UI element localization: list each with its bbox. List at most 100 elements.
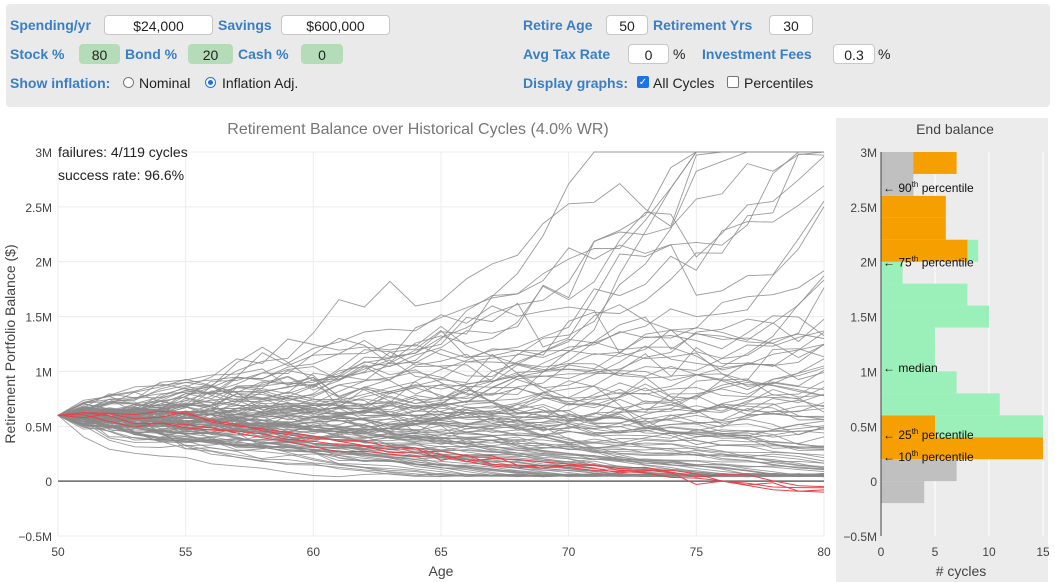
x-tick-label: 75 <box>690 545 704 559</box>
hist-x-tick-label: 15 <box>1036 545 1050 559</box>
retire-age-label: Retire Age <box>523 17 593 33</box>
y-tick-label: 2.5M <box>25 201 52 215</box>
cycle-line <box>57 315 825 416</box>
cycle-line <box>57 206 825 423</box>
cycle-line <box>57 398 825 446</box>
histogram-bar <box>881 349 935 372</box>
spending-input[interactable]: $24,000 <box>104 15 213 35</box>
fees-label: Investment Fees <box>702 46 812 62</box>
cycle-line <box>57 343 825 439</box>
end-balance-histogram: End balance 0 5 10 153M2.5M2M1.5M1M0.5M0−0.… <box>843 121 1050 579</box>
cycle-line <box>57 200 825 416</box>
histogram-bar <box>881 415 935 438</box>
percentiles-checkbox[interactable] <box>727 76 739 88</box>
stock-label: Stock % <box>10 46 65 62</box>
hist-x-tick-label: 5 <box>932 545 939 559</box>
all-cycles-label: All Cycles <box>653 75 715 91</box>
cycle-line <box>57 151 824 416</box>
y-tick-label: −0.5M <box>18 530 52 544</box>
cycle-line <box>57 407 825 448</box>
fees-input[interactable]: 0.3 <box>833 44 875 64</box>
cash-input[interactable]: 0 <box>301 44 343 64</box>
tax-input[interactable]: 0 <box>628 44 669 64</box>
y-tick-label: 1M <box>35 365 52 379</box>
cycle-line <box>57 279 825 427</box>
cycle-line <box>57 341 825 421</box>
nominal-radio[interactable] <box>123 77 134 88</box>
x-tick-label: 50 <box>51 545 65 559</box>
cycle-line <box>57 383 825 435</box>
retire-age-input[interactable]: 50 <box>606 15 648 35</box>
y-tick-label: 3M <box>35 146 52 160</box>
chart-title: Retirement Balance over Historical Cycle… <box>227 121 608 138</box>
cycle-line <box>57 414 825 478</box>
percentile-marker: ← 25th percentile <box>883 427 974 442</box>
x-tick-label: 60 <box>307 545 321 559</box>
x-tick-label: 70 <box>562 545 576 559</box>
hist-y-tick-label: 1.5M <box>850 311 877 325</box>
y-tick-label: 0 <box>45 475 52 489</box>
savings-input[interactable]: $600,000 <box>281 15 390 35</box>
y-tick-label: 0.5M <box>25 420 52 434</box>
histogram-bar <box>881 217 946 240</box>
cash-label: Cash % <box>238 46 289 62</box>
hist-y-tick-label: −0.5M <box>843 530 877 544</box>
cycle-line <box>57 414 825 478</box>
percentiles-label: Percentiles <box>744 75 814 91</box>
histogram-bar <box>881 305 989 328</box>
y-axis-label: Retirement Portfolio Balance ($) <box>2 244 18 443</box>
hist-y-tick-label: 0 <box>870 475 877 489</box>
retire-yrs-input[interactable]: 30 <box>769 15 813 35</box>
failures-annotation: failures: 4/119 cycles <box>58 144 188 160</box>
retire-yrs-label: Retirement Yrs <box>653 17 753 33</box>
hist-x-tick-label: 0 <box>878 545 885 559</box>
display-label: Display graphs: <box>523 75 629 91</box>
nominal-label: Nominal <box>139 75 191 91</box>
cycle-line <box>57 151 825 419</box>
histogram-panel-bg <box>836 118 1048 582</box>
success-annotation: success rate: 96.6% <box>58 167 184 183</box>
hist-y-tick-label: 1M <box>860 365 877 379</box>
stock-input[interactable]: 80 <box>79 44 120 64</box>
x-tick-label: 55 <box>179 545 193 559</box>
hist-y-tick-label: 2.5M <box>850 201 877 215</box>
y-tick-label: 2M <box>35 256 52 270</box>
histogram-bar <box>881 459 957 482</box>
cycle-line <box>57 414 825 470</box>
inflation-label: Show inflation: <box>10 75 111 91</box>
inflation-adj-radio[interactable] <box>205 77 216 88</box>
histogram-bar <box>881 195 946 218</box>
x-tick-label: 65 <box>434 545 448 559</box>
bond-label: Bond % <box>125 46 178 62</box>
histogram-bar <box>881 393 1000 416</box>
failed-cycle-line <box>57 411 825 489</box>
fees-unit: % <box>878 46 891 62</box>
histogram-bar <box>881 283 968 306</box>
histogram-bar <box>881 481 925 504</box>
histogram-bar <box>881 371 957 394</box>
cycle-line <box>57 275 825 426</box>
cycle-line <box>57 153 825 429</box>
tax-label: Avg Tax Rate <box>523 46 611 62</box>
cycle-line <box>57 338 825 416</box>
histogram-bar <box>881 437 1043 460</box>
histogram-bar <box>881 152 914 174</box>
cycle-line <box>57 151 824 422</box>
all-cycles-checkbox[interactable]: ✓ <box>637 76 649 88</box>
percentile-marker: ← 75th percentile <box>883 255 974 270</box>
failed-cycle-line <box>57 414 825 492</box>
cycle-line <box>57 151 824 416</box>
x-tick-label: 80 <box>817 545 831 559</box>
bond-input[interactable]: 20 <box>188 44 233 64</box>
cycle-line <box>57 411 825 477</box>
spending-label: Spending/yr <box>10 17 91 33</box>
hist-x-tick-label: 10 <box>982 545 996 559</box>
histogram-bar <box>881 173 914 196</box>
y-tick-label: 1.5M <box>25 311 52 325</box>
x-axis-label: Age <box>429 563 454 579</box>
histogram-bar <box>881 239 968 262</box>
hist-y-tick-label: 0.5M <box>850 420 877 434</box>
histogram-x-label: # cycles <box>936 563 987 579</box>
inflation-adj-label: Inflation Adj. <box>222 75 299 91</box>
